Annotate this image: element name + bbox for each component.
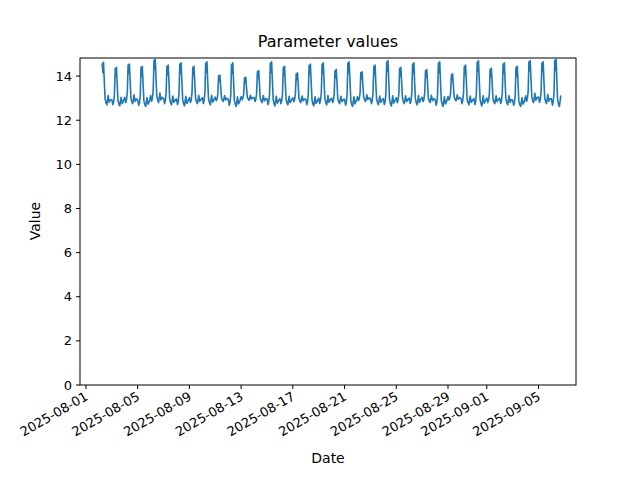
y-axis-label: Value (27, 202, 43, 240)
y-tick-label: 8 (64, 201, 72, 216)
chart-title: Parameter values (258, 32, 398, 51)
x-axis-ticks: 2025-08-012025-08-052025-08-092025-08-13… (18, 385, 543, 439)
y-tick-label: 4 (64, 289, 72, 304)
y-tick-label: 10 (55, 157, 72, 172)
y-tick-label: 14 (55, 69, 72, 84)
series-line (102, 59, 561, 107)
plot-border (80, 58, 576, 385)
chart: 0 2 4 6 8 10 12 14 2025-08-012025-08-052025-08-… (0, 0, 640, 480)
y-tick-label: 12 (55, 113, 72, 128)
y-tick-label: 6 (64, 245, 72, 260)
x-axis-label: Date (311, 450, 344, 466)
y-tick-label: 2 (64, 333, 72, 348)
y-tick-label: 0 (64, 378, 72, 393)
figure-canvas: 0 2 4 6 8 10 12 14 2025-08-012025-08-052025-08-… (0, 0, 640, 480)
y-axis-ticks: 0 2 4 6 8 10 12 14 (55, 69, 80, 393)
